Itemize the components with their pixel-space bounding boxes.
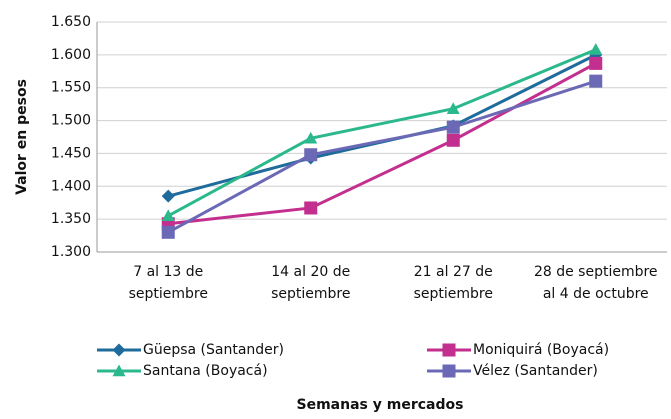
- y-tick-label: 1.550: [51, 80, 91, 96]
- legend-marker: [112, 364, 126, 377]
- legend-marker: [112, 343, 126, 357]
- series-line: [167, 79, 597, 234]
- marker: [589, 43, 603, 55]
- legend-label: Moniquirá (Boyacá): [473, 342, 609, 358]
- x-tick-label: 28 de septiembre: [534, 264, 658, 280]
- legend-marker: [442, 364, 456, 378]
- y-tick-label: 1.450: [51, 145, 91, 161]
- series-line: [168, 62, 597, 226]
- marker: [589, 74, 603, 88]
- legend-label: Güepsa (Santander): [143, 342, 284, 358]
- x-tick-label: al 4 de octubre: [543, 286, 649, 302]
- x-tick-label: 14 al 20 de: [271, 264, 350, 280]
- y-tick-label: 1.650: [51, 14, 91, 30]
- marker: [304, 131, 318, 144]
- marker: [161, 189, 175, 203]
- y-axis-title: Valor en pesos: [14, 79, 30, 195]
- marker: [446, 102, 460, 114]
- x-tick-label: septiembre: [271, 286, 350, 302]
- x-axis-title: Semanas y mercados: [297, 397, 464, 413]
- marker: [589, 56, 603, 70]
- marker: [446, 133, 460, 147]
- x-tick-label: septiembre: [414, 286, 493, 302]
- y-tick-label: 1.500: [51, 113, 91, 129]
- marker: [304, 148, 318, 162]
- series-line: [167, 48, 597, 218]
- marker: [446, 120, 460, 134]
- y-tick-label: 1.350: [51, 211, 91, 227]
- x-tick-label: 21 al 27 de: [414, 264, 493, 280]
- x-tick-label: septiembre: [129, 286, 208, 302]
- legend-marker: [442, 343, 456, 357]
- marker: [304, 201, 318, 215]
- marker: [161, 225, 175, 239]
- y-tick-label: 1.600: [51, 47, 91, 63]
- marker: [161, 209, 175, 222]
- x-tick-label: 7 al 13 de: [133, 264, 203, 280]
- y-tick-label: 1.300: [51, 244, 91, 260]
- y-tick-label: 1.400: [51, 178, 91, 194]
- legend-label: Vélez (Santander): [473, 363, 598, 379]
- legend-label: Santana (Boyacá): [143, 363, 268, 379]
